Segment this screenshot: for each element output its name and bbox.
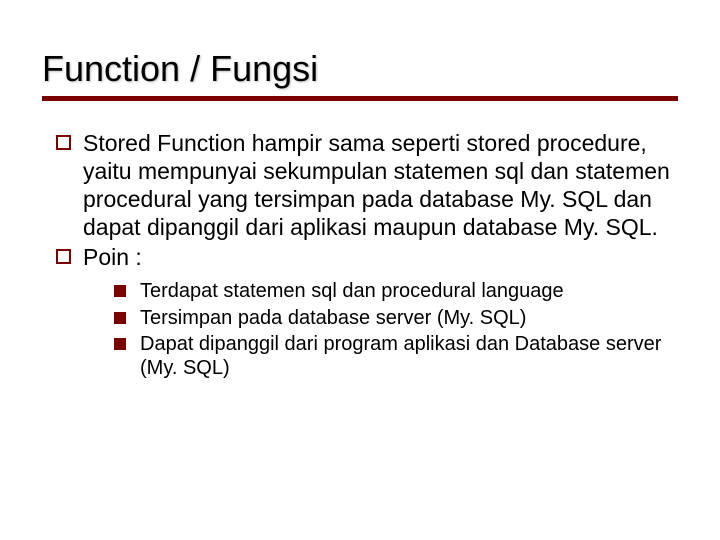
square-outline-icon xyxy=(56,135,71,150)
list-item-text: Dapat dipanggil dari program aplikasi da… xyxy=(140,332,678,381)
slide-title: Function / Fungsi xyxy=(42,48,678,90)
square-filled-icon xyxy=(114,312,126,324)
list-item-text: Stored Function hampir sama seperti stor… xyxy=(83,129,678,241)
list-item: Dapat dipanggil dari program aplikasi da… xyxy=(114,332,678,381)
list-item: Tersimpan pada database server (My. SQL) xyxy=(114,306,678,330)
list-item-text: Terdapat statemen sql dan procedural lan… xyxy=(140,279,564,303)
title-underline xyxy=(42,96,678,101)
list-item-text: Poin : xyxy=(83,243,142,271)
square-filled-icon xyxy=(114,285,126,297)
list-item: Terdapat statemen sql dan procedural lan… xyxy=(114,279,678,303)
list-item: Poin : xyxy=(56,243,678,271)
content-area: Stored Function hampir sama seperti stor… xyxy=(42,129,678,381)
square-filled-icon xyxy=(114,338,126,350)
square-outline-icon xyxy=(56,249,71,264)
slide: Function / Fungsi Stored Function hampir… xyxy=(0,0,720,540)
list-item-text: Tersimpan pada database server (My. SQL) xyxy=(140,306,526,330)
sublist: Terdapat statemen sql dan procedural lan… xyxy=(56,279,678,381)
list-item: Stored Function hampir sama seperti stor… xyxy=(56,129,678,241)
